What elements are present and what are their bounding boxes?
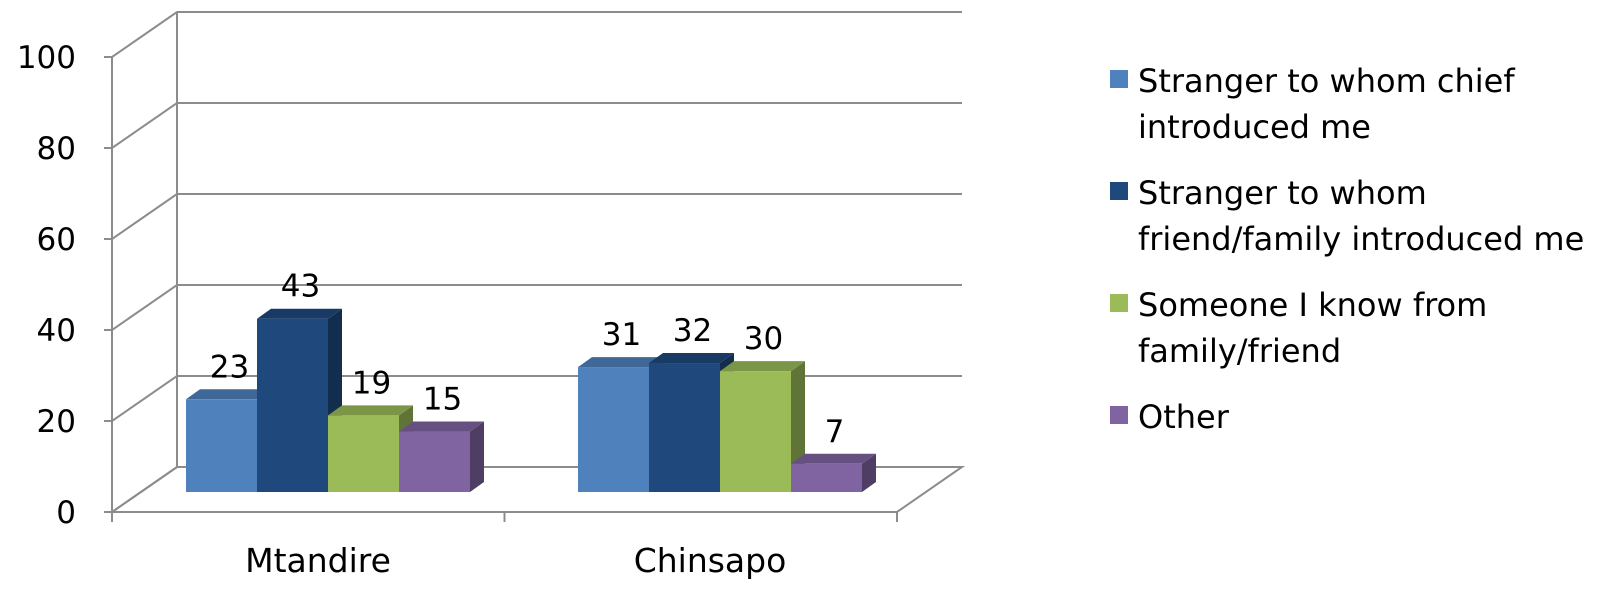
legend-swatch-icon	[1110, 406, 1128, 424]
data-label: 31	[602, 317, 641, 353]
bar-top	[720, 361, 805, 372]
legend-label: Someone I know from family/friend	[1138, 286, 1488, 370]
data-label: 43	[281, 269, 320, 305]
legend-swatch-icon	[1110, 294, 1128, 312]
data-label: 7	[825, 414, 845, 450]
y-tick-label: 40	[37, 313, 76, 349]
bar-top	[578, 357, 663, 368]
floor	[108, 466, 966, 513]
bar	[399, 431, 470, 492]
legend-item: Stranger to whom friend/family introduce…	[1110, 170, 1610, 262]
data-labels: 23 43 19 15 31 32 30 7	[210, 269, 845, 450]
data-label: 32	[673, 313, 712, 349]
x-axis-category-labels: Mtandire Chinsapo	[245, 541, 786, 580]
legend-label: Stranger to whom friend/family introduce…	[1138, 174, 1585, 258]
bar	[186, 399, 257, 492]
bar	[257, 318, 328, 492]
legend-label: Stranger to whom chief introduced me	[1138, 62, 1515, 146]
legend-swatch-icon	[1110, 182, 1128, 200]
bar-top	[328, 405, 413, 416]
bar-side	[862, 453, 876, 492]
bar	[578, 367, 649, 492]
y-tick-label: 0	[56, 495, 76, 531]
chart-plot-area: 0 20 40 60 80 100 23 43 19 15 31 32 30 7 Mtandire Chi…	[17, 11, 966, 580]
legend-item: Someone I know from family/friend	[1110, 282, 1610, 374]
legend-label: Other	[1138, 398, 1229, 436]
bar	[791, 463, 862, 492]
bars	[186, 308, 876, 492]
y-tick-label: 100	[17, 40, 76, 76]
y-tick-label: 60	[37, 222, 76, 258]
chart-walls	[104, 11, 966, 522]
y-axis-tick-labels: 0 20 40 60 80 100	[17, 40, 76, 531]
bar-top	[399, 421, 484, 432]
legend-swatch-icon	[1110, 70, 1128, 88]
bar	[649, 363, 720, 492]
bar-top	[186, 389, 271, 400]
x-category-label: Mtandire	[245, 541, 391, 580]
gridline	[111, 11, 962, 58]
gridline	[111, 193, 962, 240]
x-category-label: Chinsapo	[634, 541, 787, 580]
data-label: 23	[210, 349, 249, 385]
data-label: 15	[423, 382, 462, 418]
gridline	[111, 284, 962, 331]
bar-side	[470, 421, 484, 492]
data-label: 30	[744, 321, 783, 357]
legend-item: Other	[1110, 394, 1610, 440]
bar	[328, 415, 399, 492]
y-tick-label: 20	[37, 404, 76, 440]
bar	[720, 371, 791, 492]
legend: Stranger to whom chief introduced me Str…	[1110, 58, 1610, 460]
legend-item: Stranger to whom chief introduced me	[1110, 58, 1610, 150]
gridline	[111, 102, 962, 149]
y-tick-label: 80	[37, 131, 76, 167]
bar-top	[649, 353, 734, 364]
bar-top	[791, 453, 876, 464]
bar-top	[257, 308, 342, 319]
data-label: 19	[352, 365, 391, 401]
